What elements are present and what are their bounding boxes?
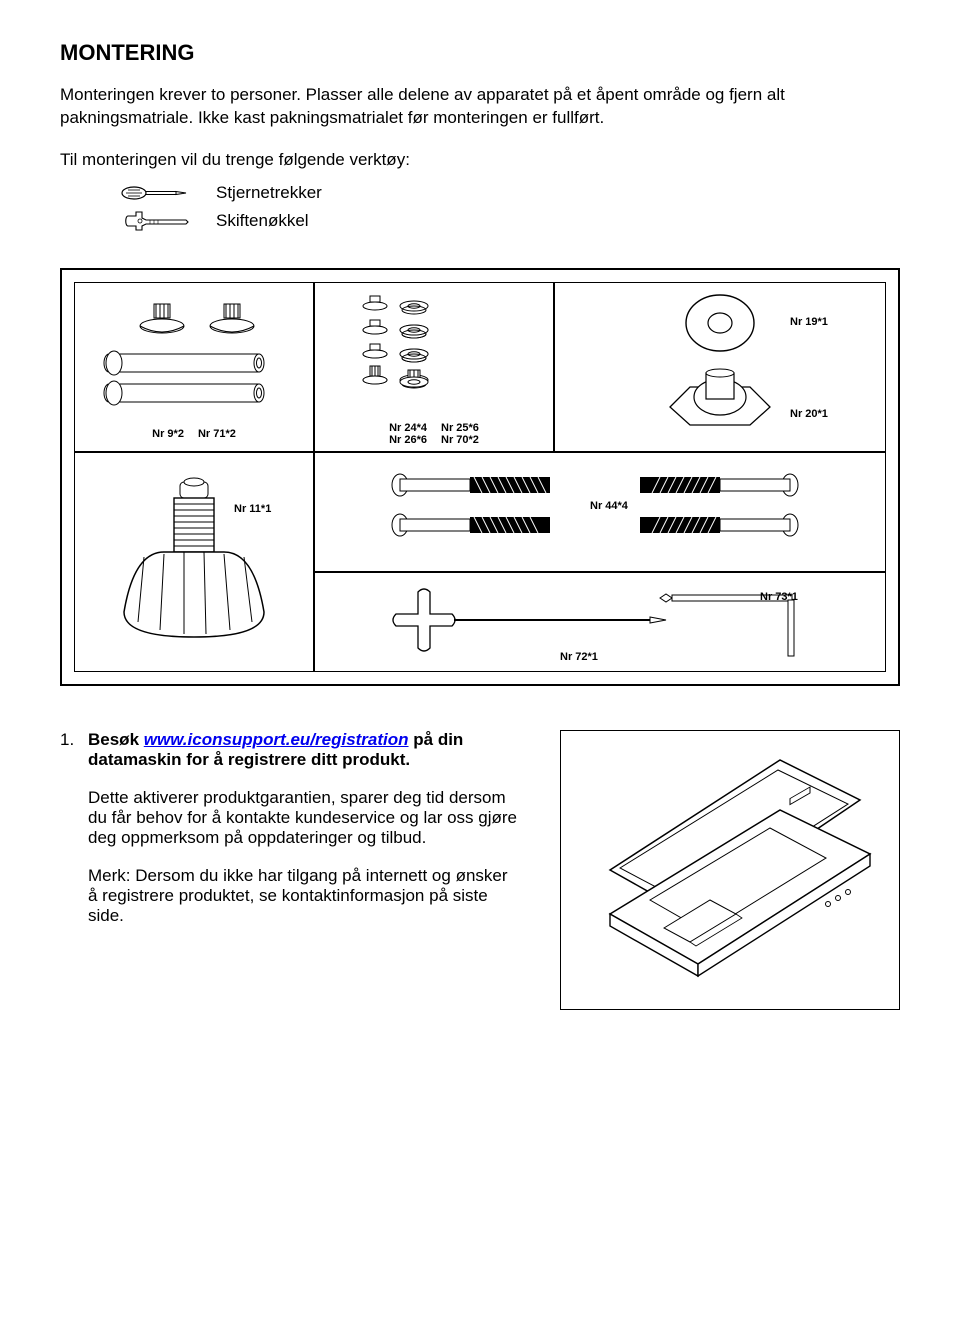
tools-icon: Nr 72*1 Nr 73*1 bbox=[360, 574, 840, 670]
large-knob-icon: Nr 11*1 bbox=[94, 462, 294, 662]
part-label: Nr 26*6 bbox=[389, 434, 427, 446]
part-label: Nr 72*1 bbox=[560, 651, 598, 663]
bottom-section: 1. Besøk www.iconsupport.eu/registration… bbox=[60, 730, 900, 1010]
part-label: Nr 70*2 bbox=[441, 434, 479, 446]
tool-row-screwdriver: Stjernetrekker bbox=[120, 182, 900, 204]
bottom-para-2: Merk: Dersom du ikke har tilgang på inte… bbox=[60, 866, 520, 926]
part-label: Nr 73*1 bbox=[760, 591, 798, 603]
part-label: Nr 71*2 bbox=[198, 428, 236, 440]
part-label: Nr 11*1 bbox=[234, 503, 271, 515]
part-label: Nr 19*1 bbox=[790, 316, 828, 328]
part-label: Nr 9*2 bbox=[152, 428, 184, 440]
bolt-washer-sets-icon bbox=[324, 288, 544, 418]
tool-row-shifter: Skiftenøkkel bbox=[120, 210, 900, 232]
washer-knob-icon: Nr 19*1 Nr 20*1 bbox=[590, 287, 850, 447]
carriage-bolts-icon: Nr 44*4 bbox=[360, 457, 840, 567]
parts-cell-6: Nr 72*1 Nr 73*1 bbox=[314, 572, 886, 672]
parts-cell-5: Nr 44*4 bbox=[314, 452, 886, 572]
laptop-icon bbox=[570, 740, 890, 1000]
parts-cell-3: Nr 19*1 Nr 20*1 bbox=[554, 282, 886, 452]
wrench-icon bbox=[120, 210, 190, 232]
parts-cell-4: Nr 11*1 bbox=[74, 452, 314, 672]
intro-paragraph: Monteringen krever to personer. Plasser … bbox=[60, 84, 900, 130]
part-label: Nr 20*1 bbox=[790, 408, 828, 420]
registration-link[interactable]: www.iconsupport.eu/registration bbox=[144, 730, 409, 749]
tools-intro: Til monteringen vil du trenge følgende v… bbox=[60, 150, 900, 170]
tool-label: Stjernetrekker bbox=[216, 183, 322, 203]
bottom-text: 1. Besøk www.iconsupport.eu/registration… bbox=[60, 730, 520, 1010]
parts-box: Nr 9*2 Nr 71*2 bbox=[60, 268, 900, 686]
part-label: Nr 24*4 bbox=[389, 422, 427, 434]
bottom-para-1: Dette aktiverer produktgarantien, sparer… bbox=[60, 788, 520, 848]
tool-label: Skiftenøkkel bbox=[216, 211, 309, 231]
step-prefix: Besøk bbox=[88, 730, 144, 749]
parts-cell-2: Nr 24*4 Nr 26*6 Nr 25*6 Nr 70*2 bbox=[314, 282, 554, 452]
parts-cell-1: Nr 9*2 Nr 71*2 bbox=[74, 282, 314, 452]
part-label: Nr 25*6 bbox=[441, 422, 479, 434]
laptop-illustration bbox=[560, 730, 900, 1010]
step-number: 1. bbox=[60, 730, 78, 770]
bolts-tubes-icon bbox=[84, 294, 304, 424]
screwdriver-icon bbox=[120, 182, 190, 204]
page-heading: MONTERING bbox=[60, 40, 900, 66]
part-label: Nr 44*4 bbox=[590, 500, 629, 512]
parts-grid: Nr 9*2 Nr 71*2 bbox=[74, 282, 886, 672]
